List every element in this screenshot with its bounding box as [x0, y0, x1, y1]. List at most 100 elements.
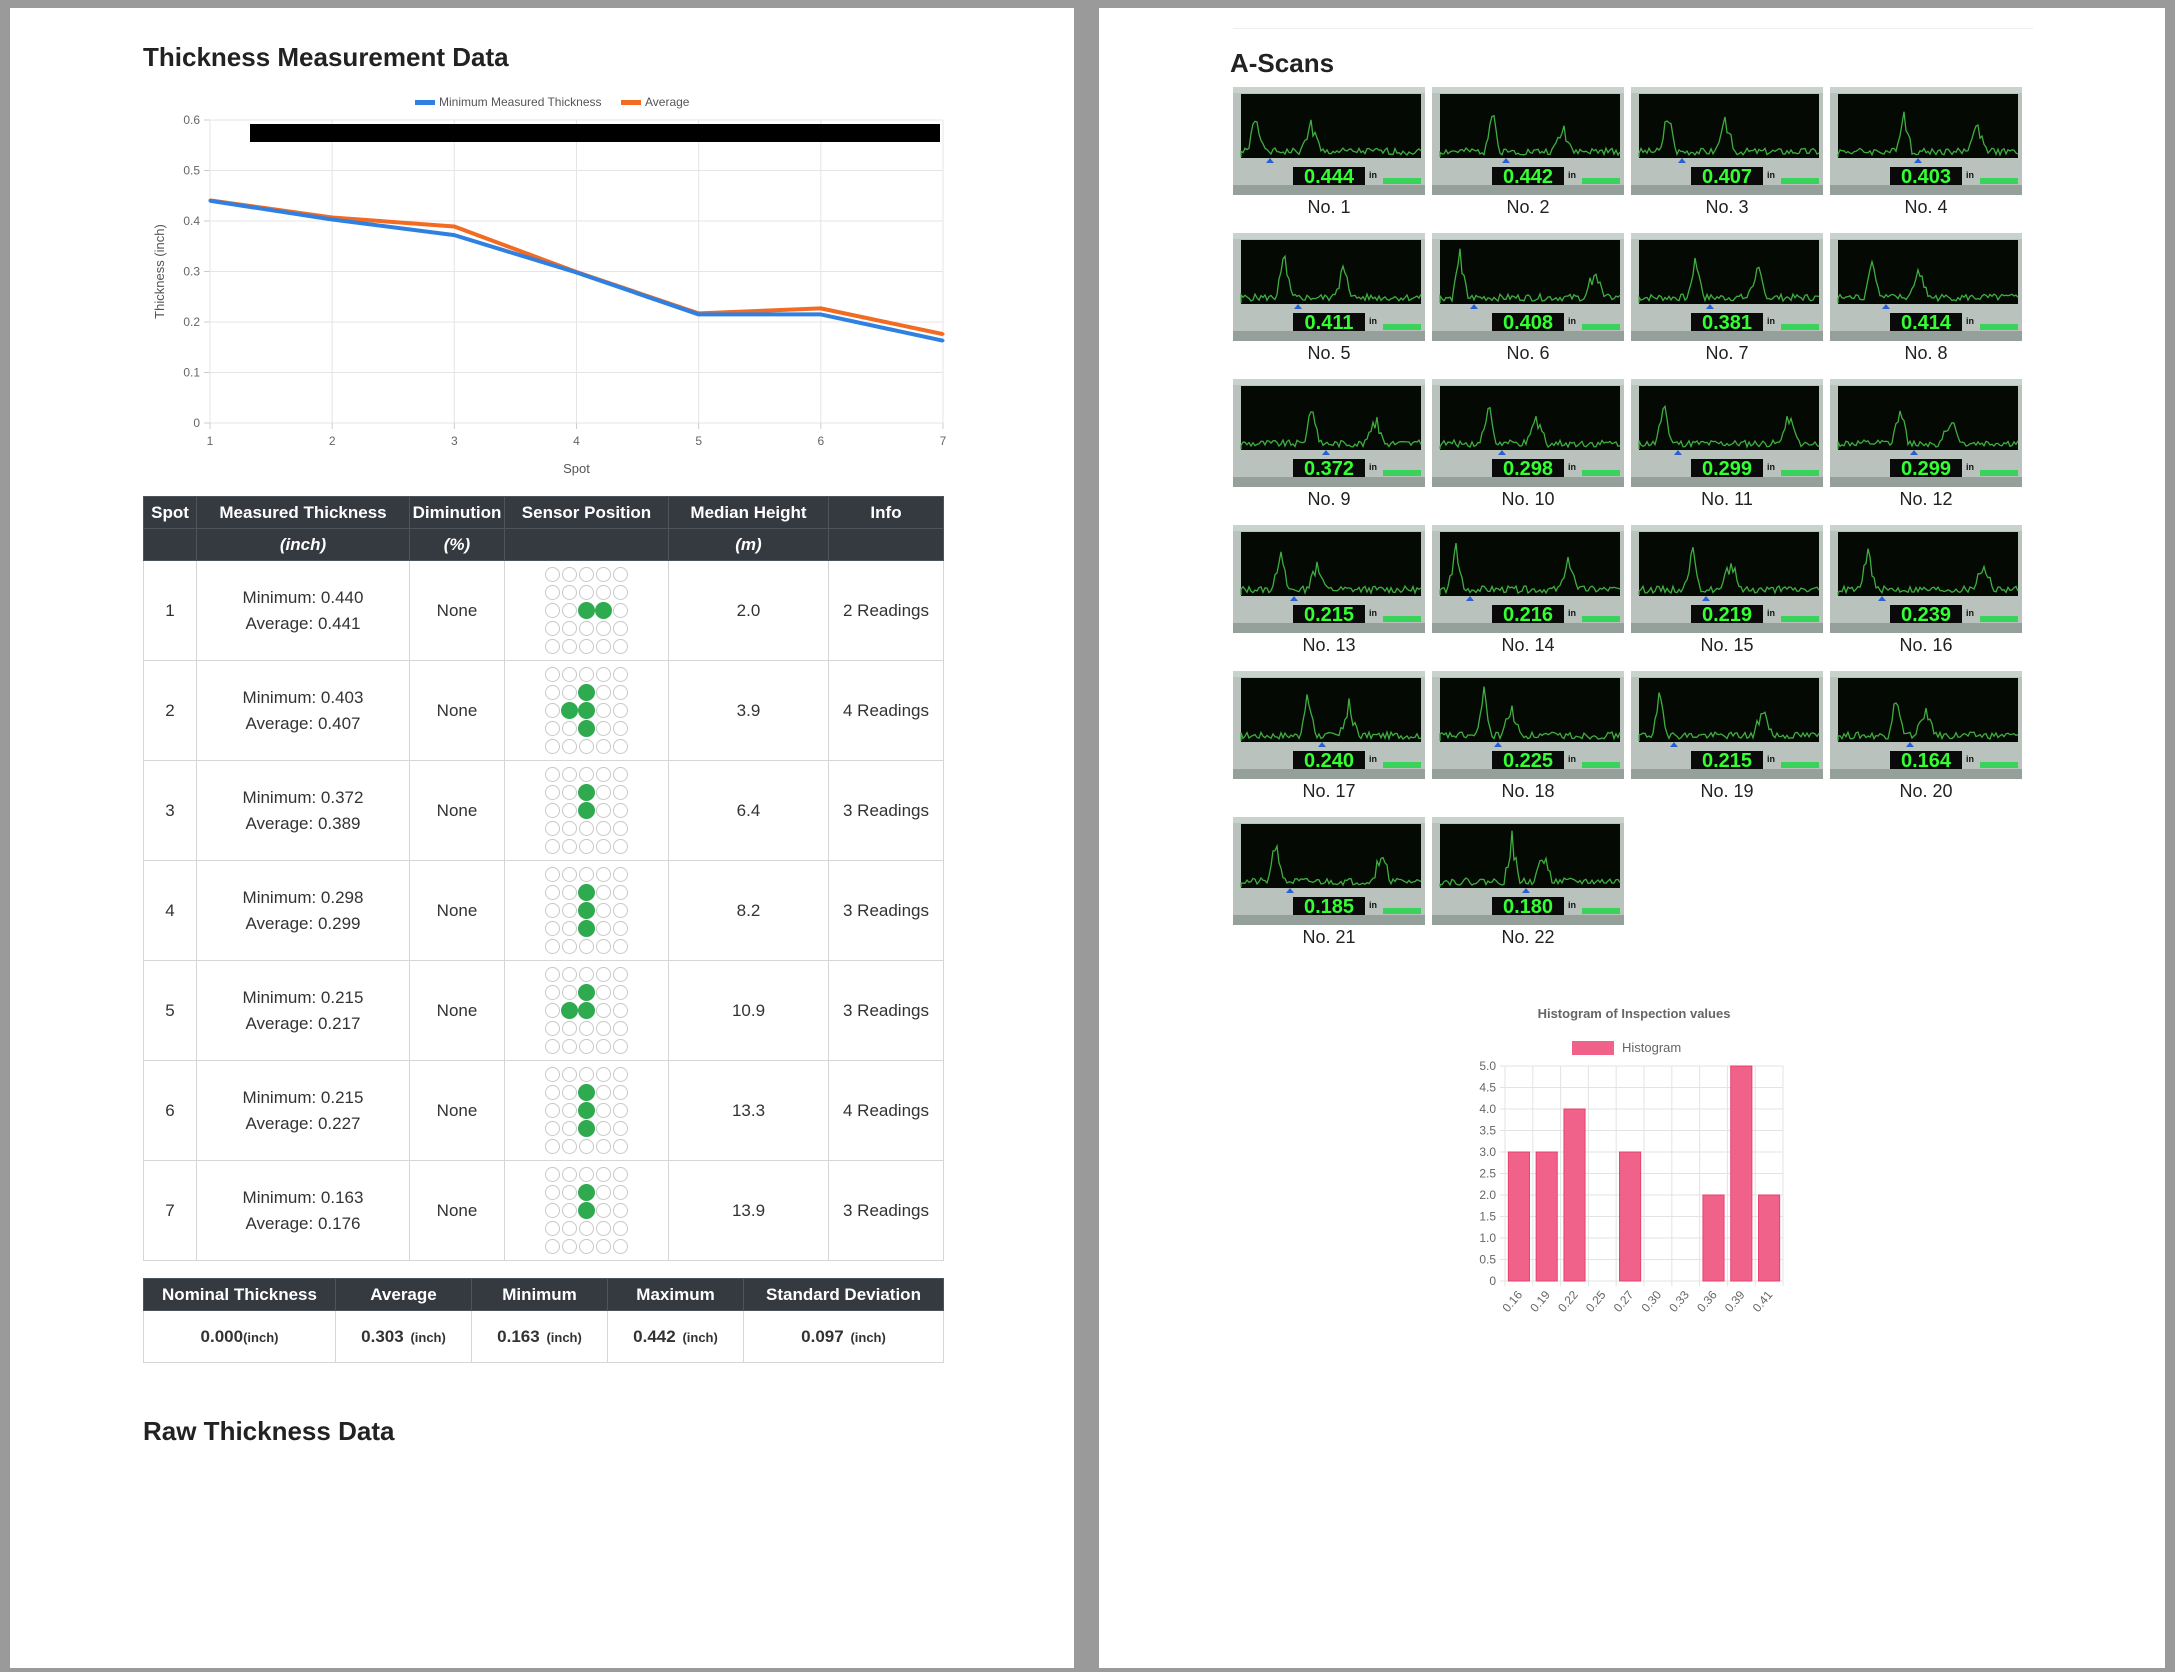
- sensor-dot: [613, 1138, 628, 1154]
- gate-marker-icon: [1318, 742, 1326, 747]
- sensor-dot: [596, 902, 611, 918]
- summary-cell-maximum: 0.442 (inch): [607, 1310, 744, 1363]
- value-box: [1492, 751, 1564, 770]
- sensor-dot: [613, 902, 628, 918]
- scan-screen: [1241, 240, 1421, 304]
- sensor-dot-grid: [544, 766, 629, 856]
- avg-thickness: Average: 0.227: [245, 1113, 361, 1133]
- sensor-dot-active: [578, 719, 595, 737]
- a-scan-image: 0.180 in: [1432, 817, 1624, 925]
- scan-footer: [1830, 623, 2022, 633]
- a-scan-item: 0.215 in No. 13: [1233, 525, 1425, 655]
- gain-indicator: [1383, 470, 1421, 476]
- a-scan-image: 0.215 in: [1631, 671, 1823, 779]
- sensor-dot: [545, 666, 560, 682]
- sensor-dot-active: [578, 1001, 595, 1019]
- y-tick-label: 0.6: [183, 113, 200, 127]
- a-scan-image: 0.298 in: [1432, 379, 1624, 487]
- sensor-dot: [545, 1220, 560, 1236]
- sensor-dot: [579, 1038, 594, 1054]
- waveform: [1240, 843, 1422, 887]
- value-box: [1890, 459, 1962, 478]
- gain-indicator: [1383, 324, 1421, 330]
- y-tick-label: 5.0: [1479, 1059, 1496, 1073]
- scan-screen: [1440, 94, 1620, 158]
- value-box: [1293, 313, 1365, 332]
- scan-value: 0.408: [1503, 312, 1553, 334]
- scan-value: 0.411: [1305, 312, 1354, 334]
- diminution-cell: None: [409, 860, 505, 961]
- scan-value: 0.414: [1901, 312, 1952, 334]
- a-scan-caption: No. 13: [1302, 635, 1356, 655]
- table-subheader-row: (inch) (%) (m): [143, 528, 944, 561]
- sensor-dot: [545, 1084, 560, 1100]
- a-scan-image: 0.408 in: [1432, 233, 1624, 341]
- scan-footer: [1432, 185, 1624, 195]
- min-thickness: Minimum: 0.372: [242, 787, 364, 807]
- a-scan-image: 0.411 in: [1233, 233, 1425, 341]
- sensor-dot: [613, 584, 628, 600]
- spot-cell: 4: [143, 860, 197, 961]
- sensor-dot: [596, 920, 611, 936]
- scan-value: 0.444: [1304, 166, 1355, 188]
- section-title-a-scans: A-Scans: [1230, 48, 1335, 78]
- sensor-dot-active: [578, 901, 595, 919]
- scan-unit: in: [1369, 462, 1377, 472]
- sensor-dot: [545, 902, 560, 918]
- a-scan-image: 0.240 in: [1233, 671, 1425, 779]
- sensor-dot: [579, 1220, 594, 1236]
- y-tick-label: 1.0: [1479, 1231, 1496, 1245]
- median-height-cell: 6.4: [668, 760, 829, 861]
- waveform: [1638, 257, 1820, 303]
- sensor-dot: [596, 1102, 611, 1118]
- gate-marker-icon: [1906, 742, 1914, 747]
- y-tick-label: 2.0: [1479, 1188, 1496, 1202]
- sensor-position-cell: [504, 660, 669, 761]
- a-scan-item: 0.298 in No. 10: [1432, 379, 1624, 509]
- a-scan-image: 0.225 in: [1432, 671, 1624, 779]
- report-page-2: A-Scans 0.444 in No. 1 0.442 in No. 2 0.407 in N…: [1099, 8, 2165, 1668]
- scan-header: [1631, 87, 1823, 93]
- gain-indicator: [1980, 178, 2018, 184]
- value-box: [1492, 897, 1564, 916]
- sensor-dot: [562, 984, 577, 1000]
- gate-marker-icon: [1494, 742, 1502, 747]
- summary-unit: (inch): [410, 1329, 446, 1345]
- section-title-raw-data: Raw Thickness Data: [143, 1416, 395, 1446]
- a-scan-caption: No. 1: [1307, 197, 1351, 217]
- scan-unit: in: [1568, 170, 1576, 180]
- sensor-dot: [613, 1202, 628, 1218]
- sensor-dot-active: [578, 783, 595, 801]
- sensor-dot: [596, 1202, 611, 1218]
- data-point: [941, 339, 945, 343]
- sensor-dot: [562, 720, 577, 736]
- sensor-dot: [545, 1038, 560, 1054]
- thickness-cell: Minimum: 0.215 Average: 0.227: [196, 1060, 410, 1161]
- sensor-dot: [562, 866, 577, 882]
- summary-header-nominal: Nominal Thickness: [143, 1278, 336, 1311]
- table-row: 2 Minimum: 0.403 Average: 0.407 None 3.9 4 Re…: [143, 660, 944, 761]
- y-tick-label: 0: [193, 416, 200, 430]
- sensor-dot-active: [578, 1183, 595, 1201]
- summary-header-std-dev: Standard Deviation: [743, 1278, 944, 1311]
- sensor-dot: [596, 966, 611, 982]
- scan-unit: in: [1767, 754, 1775, 764]
- sensor-dot-active: [578, 801, 595, 819]
- value-box: [1890, 751, 1962, 770]
- sensor-dot: [562, 784, 577, 800]
- divider: [1233, 28, 2033, 29]
- histogram-bar: [1730, 1065, 1753, 1282]
- scan-value: 0.240: [1304, 750, 1354, 772]
- sensor-dot: [596, 984, 611, 1000]
- data-point: [208, 199, 212, 203]
- a-scan-image: 0.216 in: [1432, 525, 1624, 633]
- y-tick-label: 0.5: [1479, 1253, 1496, 1267]
- table-header-row: Spot Measured Thickness Diminution Senso…: [143, 496, 944, 529]
- scan-unit: in: [1568, 608, 1576, 618]
- sensor-dot: [579, 666, 594, 682]
- sensor-dot: [596, 1120, 611, 1136]
- histogram-bar: [1535, 1151, 1558, 1282]
- legend-label: Histogram: [1622, 1040, 1681, 1055]
- col-header-thickness: Measured Thickness: [196, 496, 410, 529]
- sensor-dot: [545, 1120, 560, 1136]
